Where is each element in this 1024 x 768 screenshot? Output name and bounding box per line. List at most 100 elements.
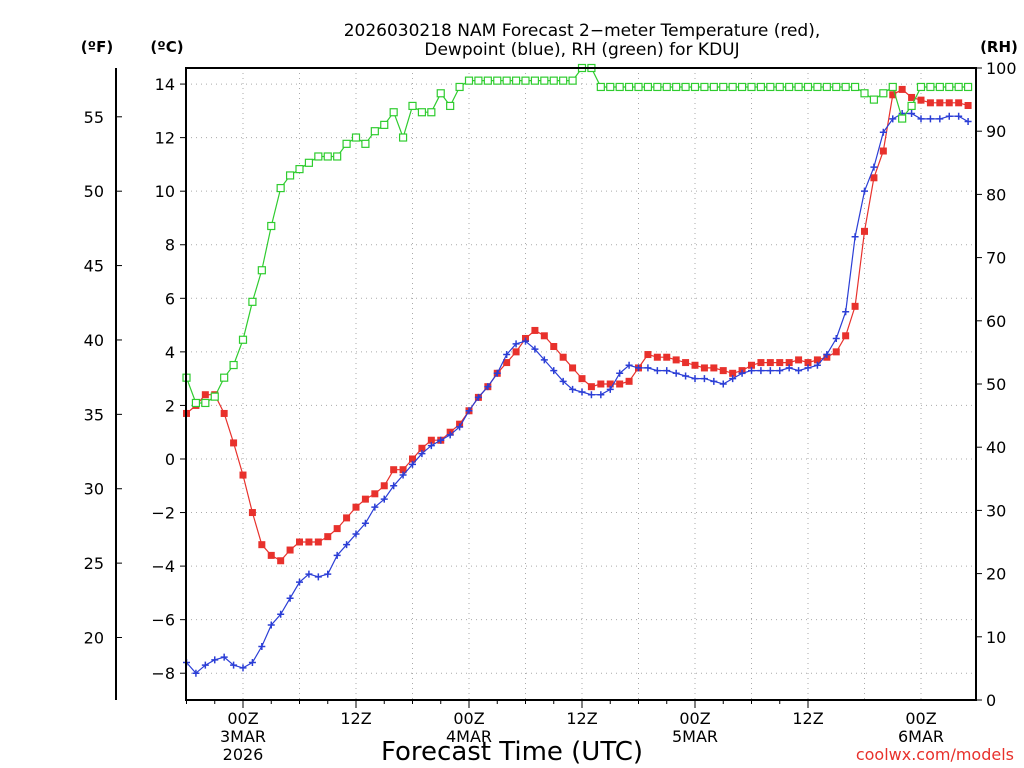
rh-tick-label: 100 [986, 59, 1017, 78]
rh-point [493, 76, 502, 85]
temperature-point [239, 471, 247, 479]
celsius-tick-label: 10 [155, 182, 175, 201]
plot-frame [185, 67, 977, 701]
temperature-point [352, 503, 360, 511]
fahrenheit-tick-label: 35 [84, 405, 104, 424]
celsius-tick-label: −2 [151, 504, 175, 523]
dewpoint-point [804, 364, 812, 372]
dewpoint-point [239, 664, 247, 672]
dewpoint-point [672, 369, 680, 377]
rh-point [521, 76, 530, 85]
rh-tick-label: 10 [986, 628, 1006, 647]
temperature-point [710, 364, 718, 372]
dewpoint-point [663, 367, 671, 375]
temperature-point [926, 99, 934, 107]
time-tick-label: 6MAR [898, 727, 944, 746]
series-dewpoint [183, 110, 972, 677]
temperature-point [879, 147, 887, 155]
rh-point [756, 82, 766, 92]
temperature-point [569, 364, 577, 372]
dewpoint-point [597, 391, 605, 399]
dewpoint-point [418, 450, 426, 458]
rh-point [436, 89, 445, 98]
rh-point [841, 82, 850, 92]
fahrenheit-tick-label: 30 [84, 480, 104, 499]
temperature-point [663, 353, 671, 361]
rh-point [954, 82, 963, 92]
dewpoint-point [785, 364, 793, 372]
rh-point [568, 76, 577, 85]
time-tick-label: 00Z [227, 709, 258, 728]
dewpoint-point [700, 375, 708, 383]
dewpoint-point [587, 391, 595, 399]
celsius-tick-label: 0 [165, 450, 175, 469]
dewpoint-point [456, 423, 464, 431]
temperature-point [898, 85, 906, 93]
rh-point [898, 114, 907, 123]
temperature-point [380, 482, 388, 490]
unit-fahrenheit-label: (ºF) [81, 38, 113, 56]
rh-tick-label: 20 [986, 565, 1006, 584]
temperature-point [653, 353, 661, 361]
rh-point [737, 82, 747, 92]
time-tick-label: 00Z [905, 709, 936, 728]
celsius-tick-label: −6 [151, 611, 175, 630]
dewpoint-point [390, 482, 398, 490]
dewpoint-point [296, 578, 303, 586]
rh-point [945, 82, 954, 92]
temperature-point [945, 99, 953, 107]
dewpoint-point [964, 118, 972, 126]
unit-celsius-label: (ºC) [150, 38, 183, 56]
dewpoint-point [437, 436, 445, 444]
dewpoint-point [267, 621, 275, 629]
temperature-point [757, 359, 765, 367]
fahrenheit-ticks: 20 25 30 35 40 45 50 55 [84, 108, 122, 648]
rh-point [700, 82, 709, 92]
series-temperature [183, 85, 972, 565]
rh-point [267, 221, 276, 231]
rh-point [304, 158, 314, 167]
dewpoint-point [861, 187, 868, 195]
rh-point [229, 360, 238, 370]
temperature-point [550, 343, 558, 351]
rh-point [709, 82, 718, 92]
dewpoint-point [427, 442, 435, 450]
temperature-point [531, 326, 539, 334]
dewpoint-point [248, 659, 256, 667]
series-layer [182, 63, 973, 677]
dewpoint-point [220, 653, 228, 661]
series-line-temperature [186, 88, 969, 562]
temperature-point [616, 380, 624, 388]
temperature-point [587, 383, 595, 391]
rh-point [417, 108, 427, 117]
temperature-point [559, 353, 567, 361]
rh-point [747, 82, 756, 92]
dewpoint-point [314, 573, 322, 581]
rh-point [201, 398, 210, 408]
dewpoint-point [955, 112, 963, 120]
dewpoint-point [917, 115, 925, 123]
celsius-ticks: −8 −6 −4 −2 0 2 4 6 8 10 12 14 [151, 75, 186, 683]
dewpoint-point [936, 115, 944, 123]
temperature-point [343, 514, 351, 522]
dewpoint-point [352, 530, 360, 538]
celsius-tick-label: 8 [165, 236, 175, 255]
dewpoint-point [531, 345, 539, 353]
rh-point [681, 82, 690, 92]
temperature-point [889, 91, 897, 99]
temperature-point [314, 538, 322, 546]
time-tick-label: 3MAR [220, 727, 266, 746]
dewpoint-point [757, 367, 765, 375]
grid-lines [186, 68, 976, 700]
temperature-point [719, 367, 727, 375]
dewpoint-point [192, 669, 200, 677]
temperature-point [936, 99, 944, 107]
temperature-point [861, 227, 868, 235]
x-axis-label: Forecast Time (UTC) [381, 737, 643, 767]
temperature-point [729, 369, 737, 377]
temperature-point [409, 455, 416, 463]
temperature-point [766, 359, 774, 367]
temperature-point [842, 332, 850, 340]
dewpoint-point [211, 656, 219, 664]
